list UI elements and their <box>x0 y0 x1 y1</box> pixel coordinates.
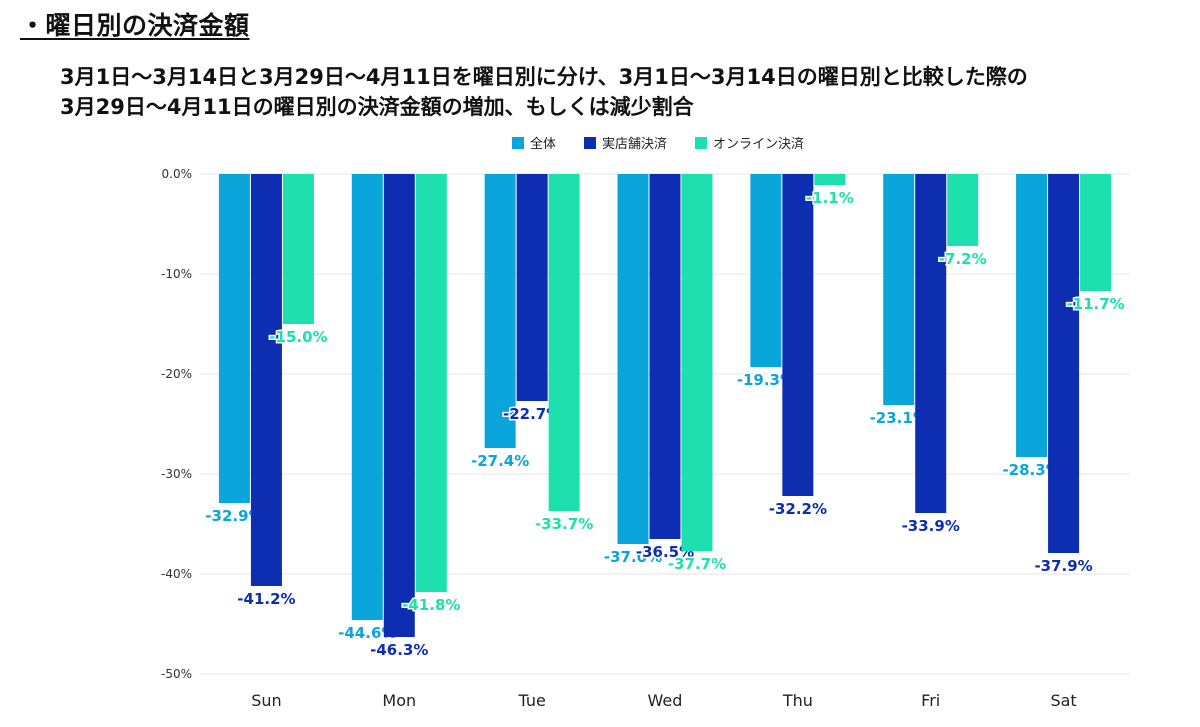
chart-description: 3月1日～3月14日と3月29日～4月11日を曜日別に分け、3月1日～3月14日… <box>60 62 1180 122</box>
x-tick-label: Thu <box>782 691 813 710</box>
y-tick-label: -20% <box>161 367 192 381</box>
y-tick-label: -10% <box>161 267 192 281</box>
bar <box>681 174 713 551</box>
data-label: -37.7% <box>668 555 726 573</box>
data-label: -33.9% <box>902 517 960 535</box>
chart-legend: 全体 実店舗決済 オンライン決済 <box>512 133 804 152</box>
data-label: -28.3% <box>1002 461 1060 479</box>
bar <box>1080 174 1112 291</box>
bar <box>1048 174 1080 553</box>
description-line-1: 3月1日～3月14日と3月29日～4月11日を曜日別に分け、3月1日～3月14日… <box>60 65 1028 89</box>
bar <box>649 174 681 539</box>
data-label: -1.1% <box>806 189 854 207</box>
data-label: -32.2% <box>769 500 827 518</box>
data-label: -37.0% <box>604 548 662 566</box>
bar <box>915 174 947 513</box>
bar <box>415 174 447 592</box>
bar <box>282 174 314 324</box>
data-label: -37.9% <box>1034 557 1092 575</box>
legend-item-overall: 全体 <box>512 133 556 152</box>
data-label: -44.6% <box>338 624 396 642</box>
data-label: -41.2% <box>237 590 295 608</box>
bar <box>1016 174 1048 457</box>
x-tick-label: Fri <box>921 691 940 710</box>
data-label: -7.2% <box>939 250 987 268</box>
x-tick-label: Mon <box>382 691 416 710</box>
x-tick-label: Wed <box>648 691 683 710</box>
data-label: -23.1% <box>870 409 928 427</box>
bar <box>548 174 580 511</box>
data-label: -22.7% <box>503 405 561 423</box>
bar <box>484 174 516 448</box>
data-label: -46.3% <box>370 641 428 659</box>
bar <box>351 174 383 620</box>
y-tick-label: -40% <box>161 567 192 581</box>
legend-item-online: オンライン決済 <box>695 133 804 152</box>
data-label: -41.8% <box>402 596 460 614</box>
y-tick-label: -50% <box>161 667 192 681</box>
x-tick-label: Tue <box>517 691 545 710</box>
legend-label-online: オンライン決済 <box>713 137 805 152</box>
y-tick-label: -30% <box>161 467 192 481</box>
data-label: -32.9% <box>205 507 263 525</box>
legend-swatch-store <box>584 136 597 149</box>
y-tick-label: 0.0% <box>162 167 193 181</box>
bar <box>883 174 915 405</box>
legend-label-store: 実店舗決済 <box>602 137 668 152</box>
data-label: -11.7% <box>1066 295 1124 313</box>
page-heading: ・曜日別の決済金額 <box>20 11 250 40</box>
legend-swatch-overall <box>512 136 524 149</box>
data-label: -27.4% <box>471 452 529 470</box>
bar <box>218 174 250 503</box>
data-label: -15.0% <box>269 328 327 346</box>
data-label: -36.5% <box>636 543 694 561</box>
x-tick-label: Sat <box>1050 691 1076 710</box>
legend-label-overall: 全体 <box>530 137 557 152</box>
bar <box>814 174 846 185</box>
bar <box>947 174 979 246</box>
data-label: -33.7% <box>535 515 593 533</box>
bar <box>750 174 782 367</box>
legend-swatch-online <box>695 136 708 149</box>
bar <box>516 174 548 401</box>
bar <box>617 174 649 544</box>
bar <box>383 174 415 637</box>
description-line-2: 3月29日～4月11日の曜日別の決済金額の増加、もしくは減少割合 <box>60 95 694 119</box>
legend-item-store: 実店舗決済 <box>584 133 667 152</box>
bar <box>250 174 282 586</box>
data-label: -19.3% <box>737 371 795 389</box>
bar <box>782 174 814 496</box>
x-tick-label: Sun <box>251 691 281 710</box>
